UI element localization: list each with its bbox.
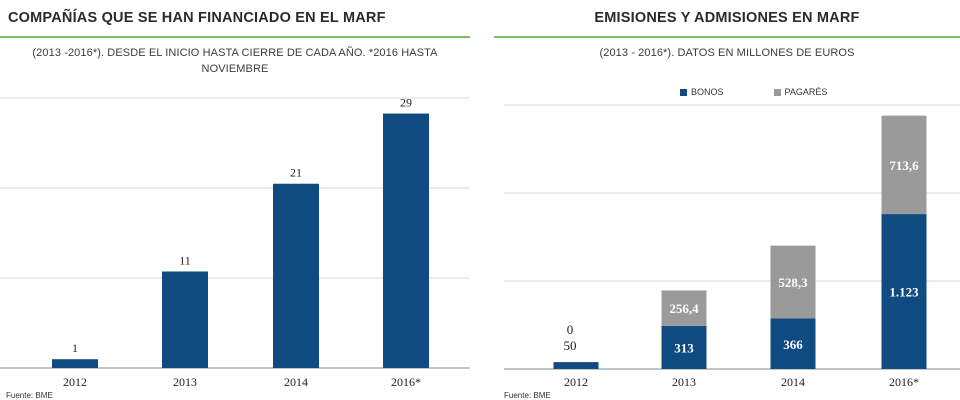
right-chart-title: EMISIONES Y ADMISIONES EN MARF [594,10,860,26]
chart-legend: BONOS PAGARÉS [680,87,827,97]
right-chart-source: Fuente: BME [504,391,551,400]
bar-pagares-2013 [661,290,707,326]
left-chart-source: Fuente: BME [6,391,53,400]
x-tick-label: 2014 [284,375,308,389]
bar-2016* [383,113,429,368]
x-tick-label: 2013 [173,375,197,389]
legend-label-bonos: BONOS [691,87,724,97]
x-tick-label: 2014 [781,375,805,389]
x-tick-label: 2012 [564,375,588,389]
data-label: 11 [179,253,191,267]
bonos-swatch [680,88,687,96]
data-label-bonos: 313 [674,340,694,355]
legend-item-bonos: BONOS [680,87,724,97]
emissions-stacked-bar-chart: 500 2012 313 256,4 2013 366 528,3 2014 1.123 713,… [504,104,960,389]
data-label-pagares: 256,4 [669,301,699,316]
left-chart-subtitle: (2013 -2016*). DESDE EL INICIO HASTA CIE… [32,47,438,75]
bar-2014 [273,183,319,368]
x-tick-label: 2016* [391,375,421,389]
bar-2013 [162,271,208,368]
bar-pagares-2014 [770,245,816,319]
right-title-rule [494,36,960,38]
bar-bonos-2016* [881,214,927,369]
legend-item-pagares: PAGARÉS [773,87,828,97]
pagares-swatch [773,88,781,96]
data-label-bonos: 50 [564,338,577,353]
bar-bonos-2013 [661,325,707,369]
data-label: 29 [400,96,412,110]
data-label-pagares: 0 [567,322,574,337]
data-label-pagares: 528,3 [778,275,808,290]
companies-chart-panel: COMPAÑÍAS QUE SE HAN FINANCIADO EN EL MA… [0,0,470,400]
x-tick-label: 2012 [63,375,87,389]
bar-bonos-2012 [553,362,599,369]
bar-pagares-2016* [881,115,927,215]
data-label-bonos: 1.123 [889,285,919,300]
bar-bonos-2014 [770,318,816,369]
data-label: 1 [72,341,78,355]
companies-bar-chart: 1 2012 11 2013 21 2014 29 2016* [0,96,470,389]
data-label: 21 [290,166,302,180]
legend-label-pagares: PAGARÉS [784,87,828,97]
right-chart-subtitle: (2013 - 2016*). DATOS EN MILLONES DE EUR… [599,47,855,59]
left-chart-title: COMPAÑÍAS QUE SE HAN FINANCIADO EN EL MA… [8,10,386,26]
data-label-pagares: 713,6 [889,158,919,173]
emissions-chart-panel: EMISIONES Y ADMISIONES EN MARF (2013 - 2… [494,0,960,400]
x-tick-label: 2013 [672,375,696,389]
x-tick-label: 2016* [889,375,919,389]
bar-2012 [52,359,98,368]
left-title-rule [0,36,470,38]
data-label-bonos: 366 [783,337,803,352]
